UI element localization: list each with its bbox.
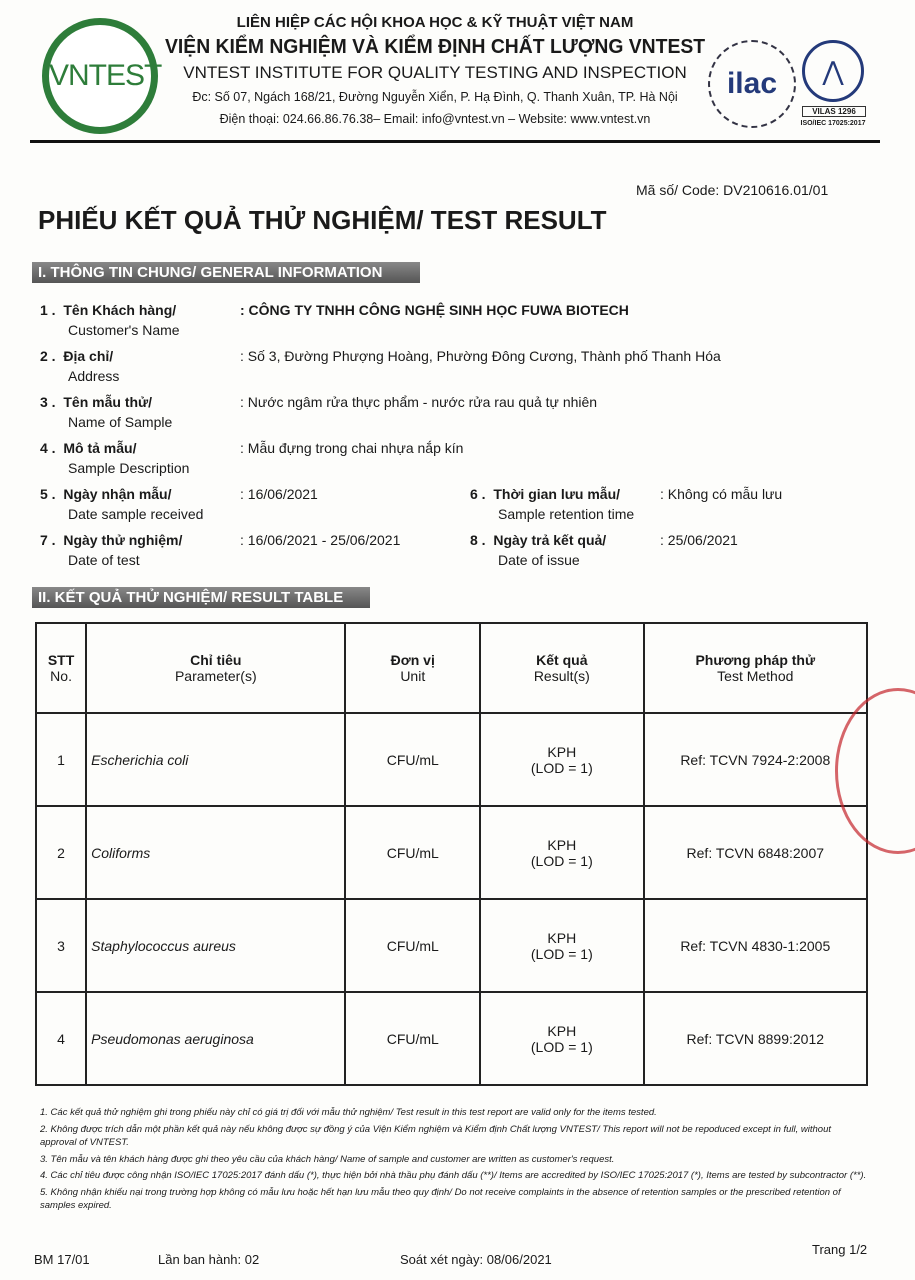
row-number: 3 <box>34 898 88 993</box>
info-value: : Mẫu đựng trong chai nhựa nắp kín <box>240 440 464 456</box>
ilac-logo: ilac <box>708 40 796 128</box>
header-line1: LIÊN HIỆP CÁC HỘI KHOA HỌC & KỸ THUẬT VI… <box>236 14 634 31</box>
page-title: PHIẾU KẾT QUẢ THỬ NGHIỆM/ TEST RESULT <box>38 205 607 235</box>
info-label: 5 . Ngày nhận mẫu/Date sample received <box>40 486 204 522</box>
section-result-table: II. KẾT QUẢ THỬ NGHIỆM/ RESULT TABLE <box>32 587 370 608</box>
iso-label: ISO/IEC 17025:2017 <box>800 120 866 127</box>
row-number: 2 <box>34 805 88 900</box>
table-row: 2 Coliforms CFU/mL KPH (LOD = 1) Ref: TCV… <box>34 805 869 900</box>
test-method: Ref: TCVN 7924-2:2008 <box>642 712 869 807</box>
info-label: 1 . Tên Khách hàng/Customer's Name <box>40 302 180 338</box>
parameter: Escherichia coli <box>85 712 347 807</box>
note-item: 1. Các kết quả thử nghiệm ghi trong phiế… <box>40 1107 657 1118</box>
info-label: 2 . Địa chỉ/Address <box>40 348 120 384</box>
column-header: Đơn vị Unit <box>344 622 482 714</box>
info-value: : CÔNG TY TNHH CÔNG NGHỆ SINH HỌC FUWA B… <box>240 302 629 318</box>
result: KPH (LOD = 1) <box>479 712 645 807</box>
test-method: Ref: TCVN 8899:2012 <box>642 991 869 1086</box>
column-header: Kết quả Result(s) <box>479 622 645 714</box>
info-value: : 25/06/2021 <box>660 532 738 548</box>
form-number: BM 17/01 <box>34 1252 90 1267</box>
header-address: Đc: Số 07, Ngách 168/21, Đường Nguyễn Xi… <box>192 90 678 104</box>
section-general-info: I. THÔNG TIN CHUNG/ GENERAL INFORMATION <box>32 262 420 283</box>
column-header: Phương pháp thử Test Method <box>642 622 869 714</box>
header-contact: Điện thoại: 024.66.86.76.38– Email: info… <box>219 112 651 126</box>
result: KPH (LOD = 1) <box>479 805 645 900</box>
info-value: : Không có mẫu lưu <box>660 486 783 502</box>
info-value: : 16/06/2021 - 25/06/2021 <box>240 532 401 548</box>
info-label: 3 . Tên mẫu thử/Name of Sample <box>40 394 173 430</box>
info-label: 4 . Mô tả mẫu/Sample Description <box>40 440 190 476</box>
note-item: 5. Không nhận khiếu nại trong trường hợp… <box>40 1186 841 1212</box>
parameter: Coliforms <box>85 805 347 900</box>
row-number: 4 <box>34 991 88 1086</box>
boa-accreditation-logo: ⋀ <box>802 40 864 102</box>
header-line2: VIỆN KIỂM NGHIỆM VÀ KIỂM ĐỊNH CHẤT LƯỢNG… <box>165 36 706 58</box>
document-code: Mã số/ Code: DV210616.01/01 <box>636 182 829 198</box>
table-row: 3 Staphylococcus aureus CFU/mL KPH (LOD =… <box>34 898 869 993</box>
notes: 1. Các kết quả thử nghiệm ghi trong phiế… <box>40 1106 870 1216</box>
result: KPH (LOD = 1) <box>479 898 645 993</box>
note-item: 2. Không được trích dẫn một phần kết quả… <box>40 1123 832 1149</box>
info-value: : Số 3, Đường Phượng Hoàng, Phường Đông … <box>240 348 721 364</box>
parameter: Staphylococcus aureus <box>85 898 347 993</box>
table-row: 4 Pseudomonas aeruginosa CFU/mL KPH (LOD … <box>34 991 869 1086</box>
page-number: Trang 1/2 <box>812 1242 868 1257</box>
parameter: Pseudomonas aeruginosa <box>85 991 347 1086</box>
column-header: Chỉ tiêu Parameter(s) <box>85 622 347 714</box>
unit: CFU/mL <box>344 898 482 993</box>
table-row: 1 Escherichia coli CFU/mL KPH (LOD = 1) R… <box>34 712 869 807</box>
row-number: 1 <box>34 712 88 807</box>
header-line3: VNTEST INSTITUTE FOR QUALITY TESTING AND… <box>183 63 687 82</box>
test-method: Ref: TCVN 6848:2007 <box>642 805 869 900</box>
issue-number: Lần ban hành: 02 <box>158 1252 260 1267</box>
info-label: 8 . Ngày trả kết quả/Date of issue <box>470 532 607 568</box>
unit: CFU/mL <box>344 805 482 900</box>
result-table: STT No. Chỉ tiêu Parameter(s) Đơn vị Unit Kết … <box>34 622 869 1086</box>
column-header: STT No. <box>34 622 88 714</box>
unit: CFU/mL <box>344 991 482 1086</box>
info-value: : 16/06/2021 <box>240 486 318 502</box>
result: KPH (LOD = 1) <box>479 991 645 1086</box>
review-date: Soát xét ngày: 08/06/2021 <box>400 1252 552 1267</box>
test-method: Ref: TCVN 4830-1:2005 <box>642 898 869 993</box>
vilas-label: VILAS 1296 <box>802 106 866 117</box>
vntest-logo: VNTEST <box>42 18 162 134</box>
info-value: : Nước ngâm rửa thực phẩm - nước rửa rau… <box>240 394 598 410</box>
note-item: 3. Tên mẫu và tên khách hàng được ghi th… <box>40 1153 615 1165</box>
unit: CFU/mL <box>344 712 482 807</box>
info-label: 6 . Thời gian lưu mẫu/Sample retention t… <box>470 486 635 522</box>
note-item: 4. Các chỉ tiêu được công nhận ISO/IEC 1… <box>40 1170 867 1181</box>
header-divider <box>30 140 880 143</box>
info-label: 7 . Ngày thử nghiệm/Date of test <box>40 532 183 568</box>
